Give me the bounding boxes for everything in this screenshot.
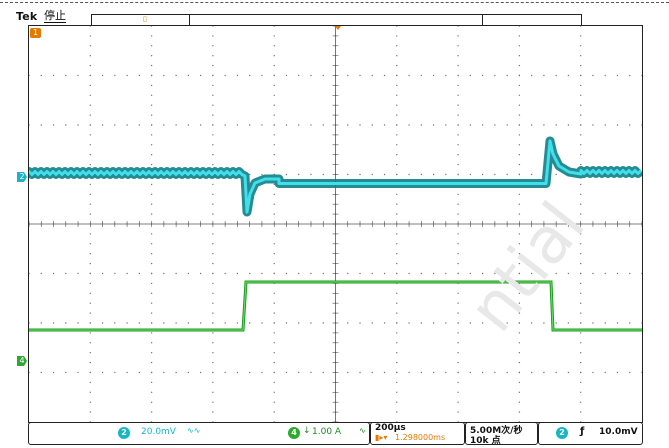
run-state-label[interactable]: 停止 [44,9,66,23]
trigger-source-badge[interactable]: 2 [556,427,568,439]
ch4-bandwidth-icon: ∿ [359,426,366,435]
trigger-readout-box[interactable]: 2 ƒ 10.0mV [538,422,643,445]
ch4-badge[interactable]: 4 [288,427,300,439]
trigger-time-marker [335,26,341,30]
trigger-offset-icon: ▮▸▾ [375,433,388,442]
sample-rate: 5.00M次/秒 [470,426,523,436]
trigger-offset-value[interactable]: 1.298000ms [395,433,446,442]
horizontal-scale[interactable]: 200µs [375,423,406,433]
ch4-ground-marker[interactable]: 4 [17,356,27,366]
status-bar: 2 20.0mV ∿∿ 4 ↓ 1.00 A ∿ 200µs ▮▸▾ 1.298… [28,422,643,446]
record-length: 10k 点 [470,436,501,446]
ch4-waveform-highlight [29,281,642,331]
waveform-graticule-svg [24,25,645,423]
top-dashed-border [0,2,669,3]
ch2-badge[interactable]: 2 [118,427,130,439]
brand-logo: Tek [16,10,38,23]
acquisition-readout-box[interactable]: 5.00M次/秒 10k 点 [465,422,538,446]
trigger-position-marker: ▯ [143,15,147,23]
channel-readout-box[interactable]: 2 20.0mV ∿∿ 4 ↓ 1.00 A ∿ [28,422,370,445]
ch2-scale[interactable]: 20.0mV [141,427,176,437]
current-probe-icon: ↓ [303,426,311,436]
ch4-scale[interactable]: 1.00 A [312,427,342,437]
ch2-ground-marker[interactable]: 2 [17,172,27,182]
timebase-readout-box[interactable]: 200µs ▮▸▾ 1.298000ms [370,422,465,445]
ch2-waveform [27,139,643,214]
ch2-bandwidth-icon: ∿∿ [187,426,201,435]
rising-edge-icon[interactable]: ƒ [580,426,585,437]
ch1-ground-marker[interactable]: 1 [30,28,41,38]
trigger-level[interactable]: 10.0mV [599,427,638,437]
